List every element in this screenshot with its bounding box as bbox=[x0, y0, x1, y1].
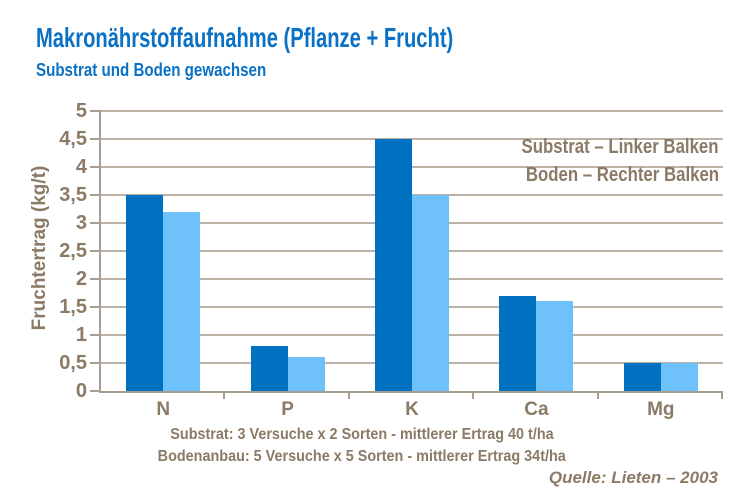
gridline bbox=[101, 138, 723, 140]
bar-boden-ca bbox=[536, 301, 574, 391]
y-axis-tick bbox=[90, 278, 101, 280]
x-axis-tick bbox=[223, 391, 226, 399]
chart-subtitle: Substrat und Boden gewachsen bbox=[36, 60, 310, 81]
legend-entry-substrat-text: Substrat – Linker Balken bbox=[521, 136, 719, 158]
y-axis-tick bbox=[90, 138, 101, 140]
legend-entry-substrat: Substrat – Linker Balken bbox=[484, 133, 719, 161]
footnote-substrat-text: Substrat: 3 Versuche x 2 Sorten - mittle… bbox=[170, 426, 554, 443]
x-axis-tick bbox=[347, 391, 350, 399]
y-axis-tick bbox=[90, 194, 101, 196]
x-axis-tick bbox=[721, 391, 723, 399]
bar-boden-k bbox=[412, 195, 449, 391]
chart-title: Makronährstoffaufnahme (Pflanze + Frucht… bbox=[36, 22, 616, 54]
gridline bbox=[101, 110, 723, 112]
bar-substrat-n bbox=[126, 195, 164, 391]
x-category-label: P bbox=[281, 399, 294, 420]
x-category-label: Mg bbox=[647, 399, 675, 420]
y-axis-tick bbox=[90, 110, 101, 112]
x-category-label: K bbox=[405, 399, 419, 420]
y-axis-tick bbox=[90, 306, 101, 308]
y-tick-label: 3 bbox=[75, 212, 87, 234]
y-tick-label: 3,5 bbox=[59, 184, 87, 206]
bar-boden-mg bbox=[660, 363, 698, 391]
footnote-bodenanbau-text: Bodenanbau: 5 Versuche x 5 Sorten - mitt… bbox=[157, 448, 567, 465]
footnote-substrat: Substrat: 3 Versuche x 2 Sorten - mittle… bbox=[0, 426, 724, 444]
x-category-label: Ca bbox=[524, 399, 549, 420]
y-tick-label: 4,5 bbox=[59, 128, 87, 150]
y-axis-tick bbox=[90, 390, 101, 392]
bar-substrat-p bbox=[250, 346, 288, 391]
footnote-bodenanbau: Bodenanbau: 5 Versuche x 5 Sorten - mitt… bbox=[0, 448, 724, 466]
plot-area: Substrat – Linker Balken Boden – Rechter… bbox=[59, 100, 723, 420]
bar-substrat-k bbox=[375, 139, 412, 391]
y-tick-label: 4 bbox=[75, 156, 87, 178]
chart-subtitle-text: Substrat und Boden gewachsen bbox=[36, 60, 267, 80]
y-tick-label: 2 bbox=[75, 268, 87, 290]
bar-substrat-ca bbox=[499, 295, 537, 391]
legend-entry-boden: Boden – Rechter Balken bbox=[484, 161, 719, 189]
x-axis-tick bbox=[472, 391, 475, 399]
y-tick-label: 1 bbox=[75, 324, 87, 346]
y-axis-tick bbox=[90, 250, 101, 252]
y-tick-label: 0,5 bbox=[59, 352, 87, 374]
chart-title-text: Makronährstoffaufnahme (Pflanze + Frucht… bbox=[36, 22, 454, 53]
x-axis-tick bbox=[596, 391, 599, 399]
y-axis-tick bbox=[90, 334, 101, 336]
x-category-label: N bbox=[156, 399, 171, 420]
y-axis-tick bbox=[90, 362, 101, 364]
chart-legend: Substrat – Linker Balken Boden – Rechter… bbox=[484, 133, 719, 189]
y-tick-label: 5 bbox=[75, 100, 87, 122]
y-tick-label: 2,5 bbox=[59, 240, 87, 262]
legend-entry-boden-text: Boden – Rechter Balken bbox=[525, 164, 719, 186]
bar-boden-n bbox=[163, 211, 201, 391]
source-citation: Quelle: Lieten – 2003 bbox=[548, 468, 718, 487]
bar-boden-p bbox=[287, 357, 325, 391]
y-tick-label: 1,5 bbox=[59, 296, 87, 318]
y-tick-label: 0 bbox=[75, 380, 87, 402]
gridline bbox=[101, 166, 723, 168]
bar-substrat-mg bbox=[623, 363, 661, 391]
y-axis-tick bbox=[90, 222, 101, 224]
y-axis-tick bbox=[90, 166, 101, 168]
